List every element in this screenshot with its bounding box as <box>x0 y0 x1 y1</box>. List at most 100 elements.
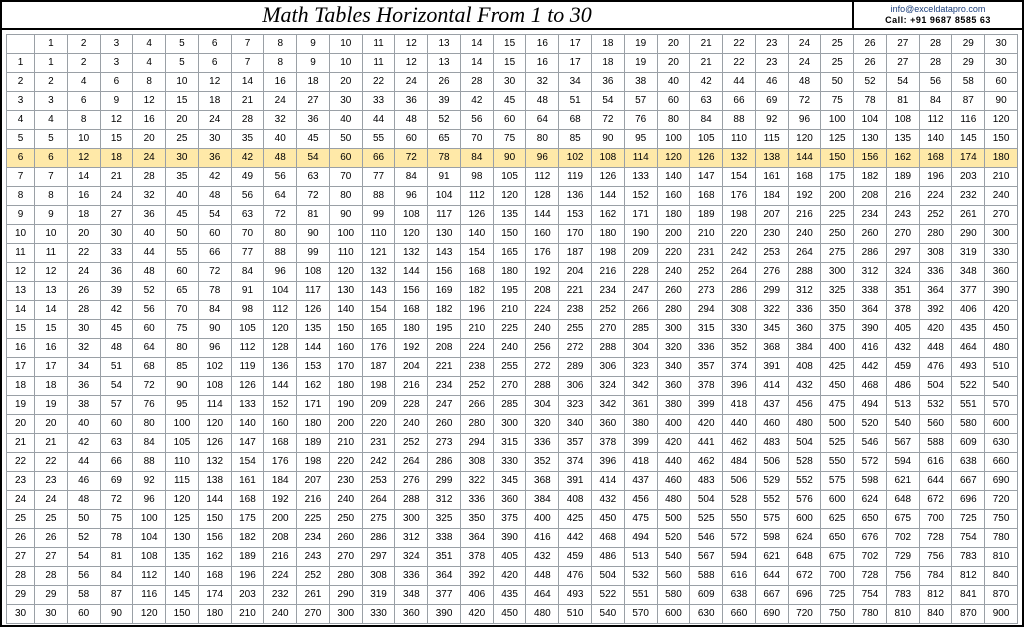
cell: 567 <box>690 548 723 567</box>
cell: 126 <box>592 168 625 187</box>
cell: 18 <box>100 149 133 168</box>
cell: 540 <box>886 415 919 434</box>
cell: 660 <box>985 453 1018 472</box>
cell: 175 <box>821 168 854 187</box>
col-header: 9 <box>297 35 330 54</box>
cell: 192 <box>264 491 297 510</box>
cell: 276 <box>395 472 428 491</box>
cell: 168 <box>395 301 428 320</box>
cell: 638 <box>723 586 756 605</box>
cell: 36 <box>67 377 100 396</box>
cell: 35 <box>166 168 199 187</box>
cell: 147 <box>231 434 264 453</box>
cell: 375 <box>493 510 526 529</box>
cell: 252 <box>690 263 723 282</box>
cell: 72 <box>788 92 821 111</box>
cell: 570 <box>985 396 1018 415</box>
cell: 30 <box>329 92 362 111</box>
cell: 690 <box>755 605 788 624</box>
col-header: 28 <box>919 35 952 54</box>
cell: 315 <box>690 320 723 339</box>
cell: 250 <box>329 510 362 529</box>
cell: 40 <box>329 111 362 130</box>
cell: 600 <box>985 415 1018 434</box>
cell: 132 <box>723 149 756 168</box>
cell: 42 <box>460 92 493 111</box>
cell: 44 <box>67 453 100 472</box>
cell: 9 <box>100 92 133 111</box>
cell: 572 <box>854 453 887 472</box>
cell: 200 <box>821 187 854 206</box>
cell: 20 <box>166 111 199 130</box>
cell: 352 <box>723 339 756 358</box>
col-header: 29 <box>952 35 985 54</box>
cell: 378 <box>690 377 723 396</box>
cell: 66 <box>362 149 395 168</box>
cell: 253 <box>755 244 788 263</box>
row-header: 26 <box>7 529 35 548</box>
cell: 70 <box>231 225 264 244</box>
page-title: Math Tables Horizontal From 1 to 30 <box>2 2 852 28</box>
cell: 288 <box>395 491 428 510</box>
cell: 76 <box>624 111 657 130</box>
cell: 10 <box>329 54 362 73</box>
cell: 150 <box>166 605 199 624</box>
cell: 25 <box>821 54 854 73</box>
cell: 261 <box>297 586 330 605</box>
cell: 336 <box>919 263 952 282</box>
cell: 120 <box>264 320 297 339</box>
cell: 84 <box>919 92 952 111</box>
cell: 96 <box>788 111 821 130</box>
col-header: 13 <box>428 35 461 54</box>
cell: 288 <box>526 377 559 396</box>
cell: 754 <box>952 529 985 548</box>
cell: 40 <box>67 415 100 434</box>
cell: 224 <box>919 187 952 206</box>
col-header: 7 <box>231 35 264 54</box>
table-wrap: 1234567891011121314151617181920212223242… <box>2 30 1022 624</box>
cell: 154 <box>723 168 756 187</box>
cell: 152 <box>624 187 657 206</box>
cell: 105 <box>231 320 264 339</box>
cell: 420 <box>460 605 493 624</box>
cell: 420 <box>919 320 952 339</box>
cell: 338 <box>428 529 461 548</box>
cell: 598 <box>854 472 887 491</box>
cell: 20 <box>133 130 166 149</box>
cell: 195 <box>493 282 526 301</box>
cell: 630 <box>985 434 1018 453</box>
cell: 154 <box>362 301 395 320</box>
cell: 510 <box>559 605 592 624</box>
row-header: 28 <box>7 567 35 586</box>
cell: 252 <box>919 206 952 225</box>
cell: 486 <box>592 548 625 567</box>
cell: 350 <box>821 301 854 320</box>
table-row: 7714212835424956637077849198105112119126… <box>7 168 1018 187</box>
cell: 210 <box>329 434 362 453</box>
cell: 230 <box>329 472 362 491</box>
cell: 192 <box>526 263 559 282</box>
cell: 32 <box>526 73 559 92</box>
cell: 29 <box>35 586 68 605</box>
cell: 336 <box>526 434 559 453</box>
cell: 100 <box>133 510 166 529</box>
cell: 270 <box>297 605 330 624</box>
cell: 725 <box>952 510 985 529</box>
cell: 190 <box>329 396 362 415</box>
table-row: 4481216202428323640444852566064687276808… <box>7 111 1018 130</box>
cell: 49 <box>231 168 264 187</box>
cell: 90 <box>329 206 362 225</box>
cell: 198 <box>592 244 625 263</box>
cell: 546 <box>854 434 887 453</box>
cell: 320 <box>657 339 690 358</box>
table-row: 8816243240485664728088961041121201281361… <box>7 187 1018 206</box>
cell: 81 <box>886 92 919 111</box>
cell: 54 <box>297 149 330 168</box>
cell: 1 <box>35 54 68 73</box>
cell: 3 <box>35 92 68 111</box>
cell: 26 <box>854 54 887 73</box>
cell: 506 <box>723 472 756 491</box>
cell: 46 <box>755 73 788 92</box>
cell: 510 <box>985 358 1018 377</box>
table-row: 2828568411214016819622425228030833636439… <box>7 567 1018 586</box>
